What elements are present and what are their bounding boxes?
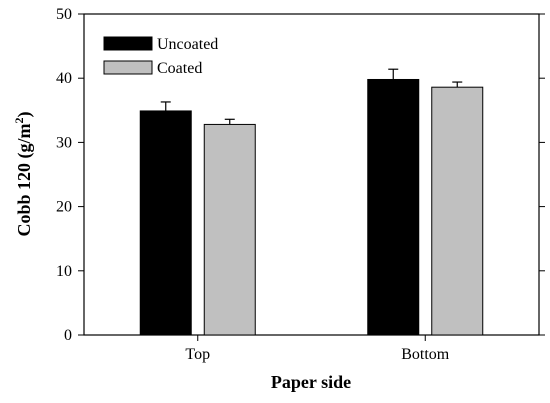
legend-label-coated: Coated xyxy=(157,60,202,77)
x-tick-label-top: Top xyxy=(185,346,210,363)
bar-uncoated-bottom xyxy=(367,78,420,336)
bar-coated-top xyxy=(203,123,256,336)
y-axis-title: Cobb 120 (g/m2) xyxy=(12,111,35,236)
y-tick-label: 10 xyxy=(56,263,72,280)
y-tick-label: 30 xyxy=(56,134,72,151)
y-tick-label: 0 xyxy=(64,327,72,344)
legend: Uncoated Coated xyxy=(103,36,218,77)
x-tick-label-bottom: Bottom xyxy=(401,346,450,363)
y-axis-title-suffix: ) xyxy=(14,111,35,117)
y-axis-ticks: 0 10 20 30 40 50 xyxy=(56,6,545,344)
bar-coated-bottom xyxy=(431,86,484,336)
x-axis-title: Paper side xyxy=(271,372,351,392)
y-tick-label: 40 xyxy=(56,70,72,87)
y-tick-label: 20 xyxy=(56,199,72,216)
x-axis-ticks: Top Bottom xyxy=(185,335,450,363)
legend-swatch-uncoated xyxy=(103,36,153,51)
bar-uncoated-top xyxy=(139,110,192,336)
legend-label-uncoated: Uncoated xyxy=(157,36,218,53)
y-tick-label: 50 xyxy=(56,6,72,23)
y-axis-title-prefix: Cobb 120 (g/m xyxy=(14,123,35,236)
legend-swatch-coated xyxy=(103,60,153,75)
bars-layer xyxy=(139,68,484,336)
y-axis-title-superscript: 2 xyxy=(12,117,26,123)
